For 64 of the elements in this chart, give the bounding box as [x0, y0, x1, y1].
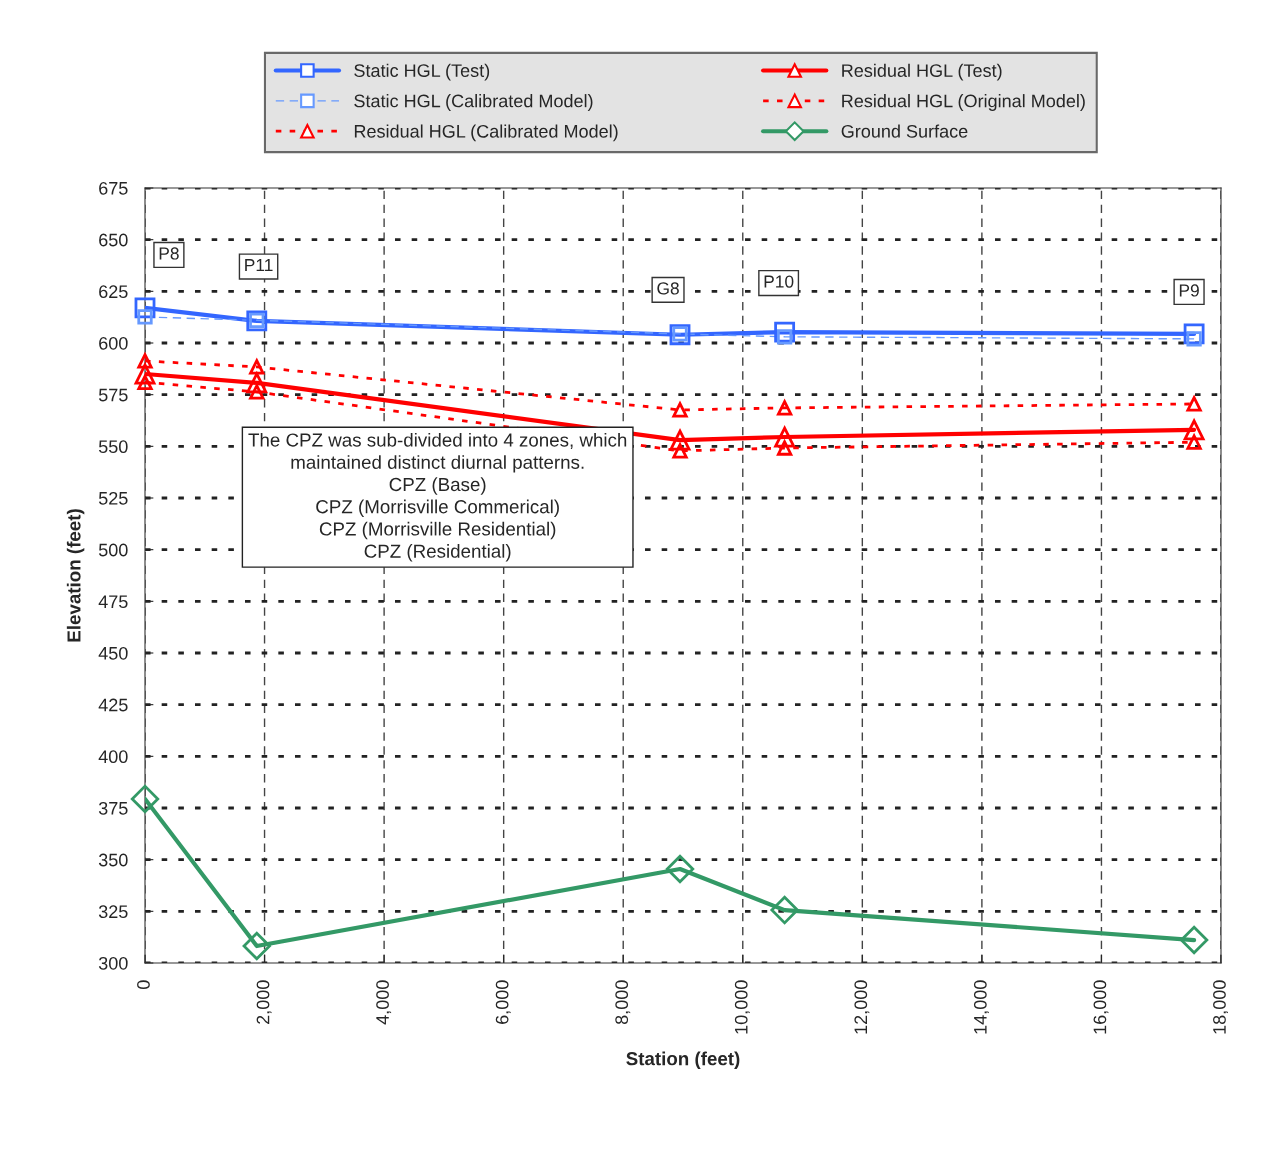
x-tick-label: 12,000: [854, 980, 870, 1034]
legend-label: Static HGL (Test): [354, 63, 490, 81]
point: [134, 363, 156, 385]
x-tick-label: 18,000: [1213, 980, 1228, 1034]
point: [1183, 323, 1205, 345]
annotation: P9: [1179, 284, 1199, 297]
y-tick-label: 525: [98, 491, 128, 505]
point: [1186, 396, 1202, 412]
y-tick-label: 450: [98, 646, 128, 660]
legend-label: Residual HGL (Calibrated Model): [354, 124, 618, 142]
y-tick-label: 500: [98, 543, 128, 557]
point: [1183, 419, 1205, 441]
point: [776, 440, 793, 456]
x-tick-label: 4,000: [376, 980, 392, 1025]
y-tick-label: 400: [98, 750, 128, 764]
x-tick-label: 16,000: [1093, 980, 1109, 1034]
x-tick-label: 6,000: [495, 980, 511, 1024]
point: [770, 895, 799, 925]
point: [774, 321, 796, 343]
legend-label: Static HGL (Calibrated Model): [354, 94, 593, 111]
point: [134, 297, 156, 319]
point: [672, 402, 688, 418]
x-tick-label: 14,000: [973, 980, 989, 1034]
y-tick-label: 650: [99, 233, 128, 247]
x-tick-label: 0: [137, 980, 150, 989]
point: [774, 426, 796, 448]
y-tick-label: 300: [98, 956, 128, 970]
point: [669, 429, 691, 451]
x-tick-label: 8,000: [615, 980, 631, 1025]
y-axis-title: Elevation (feet): [66, 509, 85, 642]
annotation: G8: [657, 282, 679, 295]
point: [246, 372, 268, 394]
annotation: P8: [159, 247, 179, 260]
point: [242, 931, 271, 961]
point: [1185, 432, 1203, 450]
point: [249, 384, 265, 400]
point: [130, 784, 160, 814]
annotation: P10: [764, 275, 794, 288]
point: [137, 309, 153, 325]
y-tick-label: 600: [99, 336, 128, 350]
point: [1179, 925, 1209, 955]
y-tick-label: 350: [98, 853, 128, 867]
y-tick-label: 675: [99, 181, 128, 195]
x-axis-title: Station (feet): [626, 1051, 740, 1070]
legend-label: Residual HGL (Original Model): [842, 94, 1085, 111]
point: [776, 400, 793, 416]
point: [665, 854, 695, 884]
annotation: P11: [245, 259, 273, 272]
legend-label: Residual HGL (Test): [842, 63, 1002, 81]
y-tick-label: 325: [98, 905, 128, 919]
legend-label: Ground Surface: [841, 124, 968, 138]
y-tick-label: 425: [98, 698, 128, 712]
y-tick-label: 475: [98, 595, 128, 609]
y-tick-label: 625: [99, 285, 128, 299]
y-tick-label: 375: [98, 801, 128, 815]
x-tick-label: 2,000: [256, 980, 272, 1024]
y-tick-label: 575: [98, 388, 128, 402]
point: [672, 443, 688, 459]
y-tick-label: 550: [98, 440, 128, 454]
point: [249, 359, 265, 375]
point: [137, 374, 153, 390]
x-tick-label: 10,000: [734, 980, 750, 1034]
point: [137, 353, 153, 369]
annotation: The CPZ was sub-divided into 4 zones, which maintained distinct diurnal patterns. CPZ (Base) CPZ (Morrisville Commerical) CPZ (Morrisville Residential) CPZ (Residential): [248, 432, 627, 562]
